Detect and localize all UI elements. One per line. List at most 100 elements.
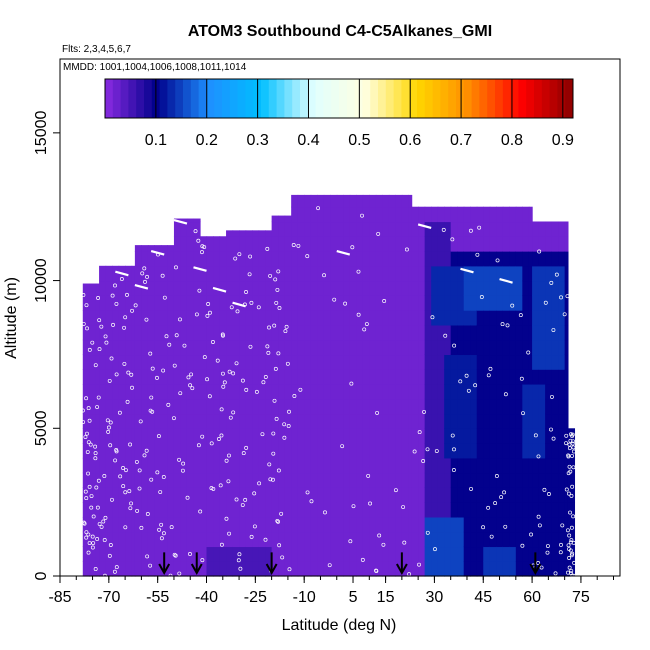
curtain-cell (388, 206, 396, 223)
curtain-cell (483, 265, 491, 282)
curtain-cell (105, 443, 113, 459)
curtain-cell (173, 265, 182, 282)
curtain-cell (362, 428, 370, 444)
curtain-cell (538, 428, 546, 444)
curtain-cell (278, 457, 286, 474)
curtain-cell (375, 194, 383, 208)
curtain-cell (457, 546, 465, 562)
curtain-cell (304, 265, 312, 282)
sample-marker (536, 514, 541, 519)
curtain-cell (317, 457, 325, 474)
curtain-cell (284, 339, 292, 356)
sample-marker (536, 561, 541, 565)
curtain-cell (388, 413, 396, 429)
sample-marker (122, 361, 127, 366)
sample-marker (377, 533, 382, 538)
curtain-cell (515, 206, 523, 223)
curtain-cell (173, 472, 182, 488)
curtain-cell (167, 413, 175, 429)
curtain-cell (118, 383, 126, 400)
curtain-cell (349, 354, 357, 370)
curtain-cell (252, 531, 260, 548)
curtain-cell (489, 561, 497, 577)
curtain-cell (105, 295, 113, 311)
curtain-cell (232, 531, 240, 548)
sample-marker (117, 410, 122, 415)
curtain-cell (131, 428, 136, 444)
curtain-cell (112, 531, 120, 548)
curtain-cell (382, 280, 390, 296)
curtain-cell (431, 472, 439, 488)
curtain-cell (388, 531, 396, 548)
curtain-cell (112, 383, 120, 400)
curtain-cell (291, 221, 299, 237)
curtain-cell (457, 561, 465, 577)
curtain-cell (532, 369, 540, 385)
sample-marker (292, 394, 297, 398)
curtain-cell (291, 206, 299, 223)
curtain-cell (239, 339, 247, 356)
curtain-cell (258, 502, 266, 518)
curtain-cell (141, 339, 149, 356)
curtain-cell (258, 413, 266, 429)
curtain-cell (173, 443, 182, 459)
curtain-cell (476, 531, 484, 548)
curtain-cell (265, 546, 273, 562)
curtain-cell (457, 487, 465, 503)
curtain-cell (95, 487, 100, 503)
curtain-cell (431, 221, 439, 237)
sample-marker (521, 411, 525, 416)
curtain-cell (437, 457, 445, 474)
curtain-cell (343, 561, 351, 577)
sample-marker (382, 299, 387, 303)
colorbar-tick-label: 0.8 (501, 132, 523, 149)
curtain-cell (304, 324, 312, 341)
curtain-cell (375, 502, 383, 518)
colorbar-segment (292, 79, 301, 118)
curtain-cell (167, 487, 175, 503)
curtain-cell (411, 502, 419, 518)
curtain-cell (496, 472, 504, 488)
sample-marker (566, 543, 571, 548)
curtain-cell (515, 398, 523, 415)
curtain-cell (424, 428, 432, 444)
curtain-cell (463, 546, 471, 562)
curtain-cell (180, 546, 188, 562)
curtain-cell (401, 206, 409, 223)
curtain-cell (375, 398, 383, 415)
curtain-cell (431, 487, 439, 503)
sample-marker (222, 380, 227, 385)
curtain-cell (226, 324, 234, 341)
curtain-cell (317, 546, 325, 562)
arrow-head (158, 563, 171, 576)
curtain-cell (213, 339, 221, 356)
curtain-cell (444, 221, 452, 237)
curtain-cell (147, 487, 156, 503)
curtain-cell (463, 443, 471, 459)
curtain-cell (226, 443, 234, 459)
curtain-cell (411, 369, 419, 385)
curtain-cell (252, 339, 260, 356)
curtain-cell (431, 295, 439, 311)
curtain-cell (538, 236, 546, 252)
curtain-cell (147, 546, 156, 562)
curtain-cell (173, 457, 182, 474)
curtain-cell (369, 443, 377, 459)
curtain-cell (450, 221, 458, 237)
curtain-cell (154, 339, 162, 356)
curtain-cell (213, 502, 221, 518)
curtain-cell (278, 487, 286, 503)
curtain-cell (437, 487, 445, 503)
curtain-cell (564, 546, 569, 562)
sample-marker (89, 505, 94, 510)
sample-marker (84, 530, 89, 535)
sample-marker (149, 477, 154, 482)
curtain-cell (375, 516, 383, 533)
curtain-cell (496, 516, 504, 533)
sample-marker (244, 387, 249, 392)
curtain-cell (395, 487, 403, 503)
sample-marker (565, 528, 570, 533)
curtain-cell (291, 516, 299, 533)
curtain-cell (310, 561, 318, 577)
curtain-cell (457, 339, 465, 356)
